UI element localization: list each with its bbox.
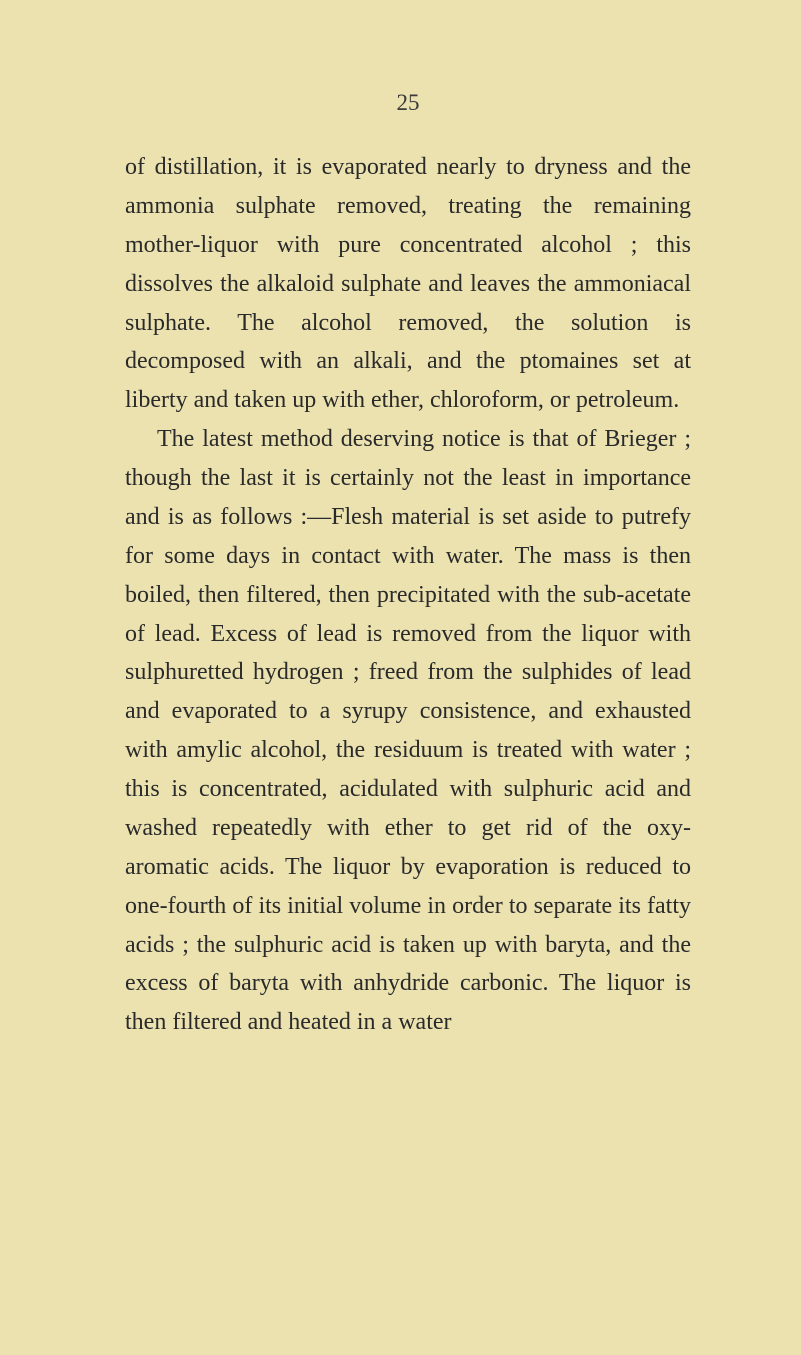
paragraph-2: The latest method deserving notice is th… — [125, 420, 691, 1042]
body-text: of distillation, it is evaporated nearly… — [125, 148, 691, 1042]
paragraph-1: of distillation, it is evaporated nearly… — [125, 148, 691, 420]
page-number: 25 — [125, 90, 691, 116]
